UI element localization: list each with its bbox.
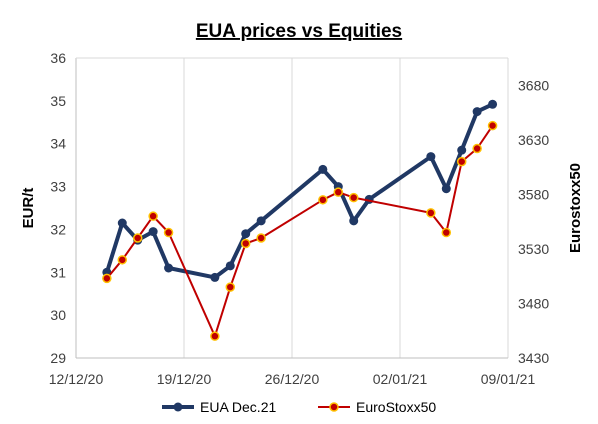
data-point-eua (426, 152, 436, 162)
data-point-eurostoxx (441, 227, 452, 238)
data-point-eurostoxx (163, 227, 174, 238)
data-point-eua (210, 272, 220, 282)
axes (75, 57, 508, 359)
data-point-eurostoxx (132, 233, 143, 243)
y-tick-label: 32 (50, 221, 66, 237)
legend: EUA Dec.21 EuroStoxx50 (162, 399, 436, 415)
x-tick-label: 12/12/20 (49, 371, 104, 387)
data-point-eurostoxx (117, 255, 128, 265)
data-point-eua (148, 227, 158, 237)
y-tick-label: 30 (50, 307, 66, 323)
x-tick-label: 19/12/20 (157, 371, 212, 387)
x-tick-label: 26/12/20 (265, 371, 320, 387)
data-point-eurostoxx (318, 195, 328, 205)
data-point-eurostoxx (472, 143, 482, 154)
y2-tick-label: 3580 (518, 186, 549, 202)
x-tick-label: 09/01/21 (481, 371, 536, 387)
y-tick-label: 29 (50, 350, 66, 366)
data-point-eua (318, 164, 328, 174)
data-point-eua (117, 218, 127, 228)
y-tick-label: 31 (50, 264, 66, 280)
y-tick-label: 35 (50, 93, 66, 109)
data-point-eua (488, 99, 498, 109)
y-tick-label: 36 (50, 50, 66, 66)
data-point-eurostoxx (333, 187, 344, 197)
data-point-eurostoxx (487, 120, 498, 131)
data-point-eurostoxx (102, 273, 112, 284)
y2-tick-label: 3480 (518, 295, 549, 311)
data-point-eurostoxx (426, 208, 436, 218)
legend-marker-eua (173, 402, 183, 412)
y2-tick-label: 3430 (518, 350, 549, 366)
data-point-eua (241, 229, 251, 239)
data-point-eurostoxx (256, 233, 266, 243)
data-point-eua (225, 261, 235, 271)
y-tick-label: 34 (50, 136, 66, 152)
data-point-eua (164, 263, 174, 273)
data-point-eurostoxx (456, 156, 467, 167)
y2-tick-label: 3530 (518, 241, 549, 257)
y2-axis-title: Eurostoxx50 (567, 163, 584, 253)
data-point-eurostoxx (348, 192, 359, 203)
series (102, 99, 498, 341)
y-tick-label: 33 (50, 179, 66, 195)
tick-labels: 12/12/20 19/12/20 26/12/20 02/01/21 09/01/21… (49, 50, 550, 387)
chart-title: EUA prices vs Equities (196, 21, 402, 42)
gridlines (183, 58, 509, 358)
data-point-eurostoxx (148, 211, 158, 221)
data-point-eua (441, 184, 451, 194)
legend-marker-eurostoxx (329, 402, 339, 412)
y-axis-title: EUR/t (20, 188, 37, 229)
legend-label: EUA Dec.21 (200, 399, 276, 415)
data-point-eua (256, 216, 266, 226)
y2-tick-label: 3630 (518, 132, 549, 148)
legend-label: EuroStoxx50 (356, 399, 436, 415)
data-point-eua (349, 216, 359, 226)
data-point-eurostoxx (225, 282, 236, 292)
data-point-eurostoxx (210, 331, 220, 341)
data-point-eua (457, 145, 467, 155)
y2-tick-label: 3680 (518, 77, 549, 93)
data-point-eua (472, 107, 482, 117)
x-tick-label: 02/01/21 (373, 371, 428, 387)
data-point-eurostoxx (240, 238, 251, 249)
